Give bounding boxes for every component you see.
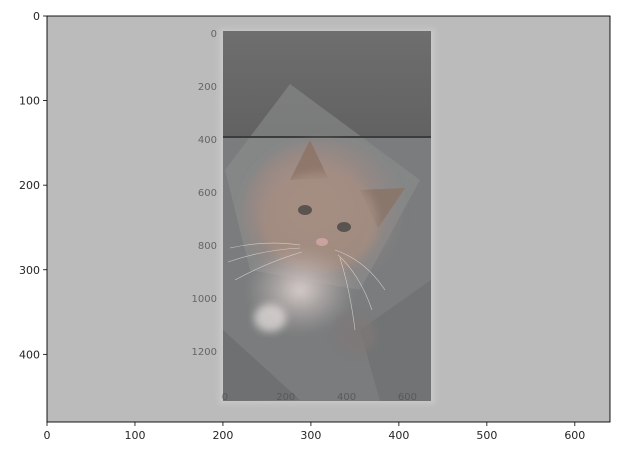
y-axis: 0 100 200 300 400 (19, 10, 47, 361)
y-tick-label: 0 (33, 10, 40, 23)
x-tick-label: 200 (212, 429, 233, 442)
image-photo (219, 29, 435, 404)
y-tick-label: 400 (19, 348, 40, 361)
inner-x-tick-label: 200 (276, 392, 295, 403)
inner-x-tick-label: 400 (337, 392, 356, 403)
inner-y-tick-label: 0 (211, 29, 217, 40)
y-tick-label: 300 (19, 264, 40, 277)
inner-y-tick-label: 400 (198, 135, 217, 146)
inner-x-tick-label: 600 (398, 392, 417, 403)
x-tick-label: 100 (124, 429, 145, 442)
y-tick-label: 200 (19, 179, 40, 192)
x-tick-label: 0 (44, 429, 51, 442)
inner-y-tick-label: 1200 (191, 347, 216, 358)
plot-frame (46, 15, 611, 423)
x-tick-label: 600 (564, 429, 585, 442)
inner-y-tick-label: 200 (198, 82, 217, 93)
x-tick-label: 400 (388, 429, 409, 442)
y-tick-label: 100 (19, 95, 40, 108)
x-axis: 0 100 200 300 400 500 600 (44, 422, 585, 442)
inner-y-tick-label: 1000 (191, 294, 216, 305)
inner-x-tick-label: 0 (222, 392, 228, 403)
x-tick-label: 500 (476, 429, 497, 442)
inner-axis-labels: 0 200 400 600 0 200 400 600 800 1000 1200 (191, 29, 416, 403)
inner-y-tick-label: 800 (198, 241, 217, 252)
inner-y-tick-label: 600 (198, 188, 217, 199)
x-tick-label: 300 (300, 429, 321, 442)
